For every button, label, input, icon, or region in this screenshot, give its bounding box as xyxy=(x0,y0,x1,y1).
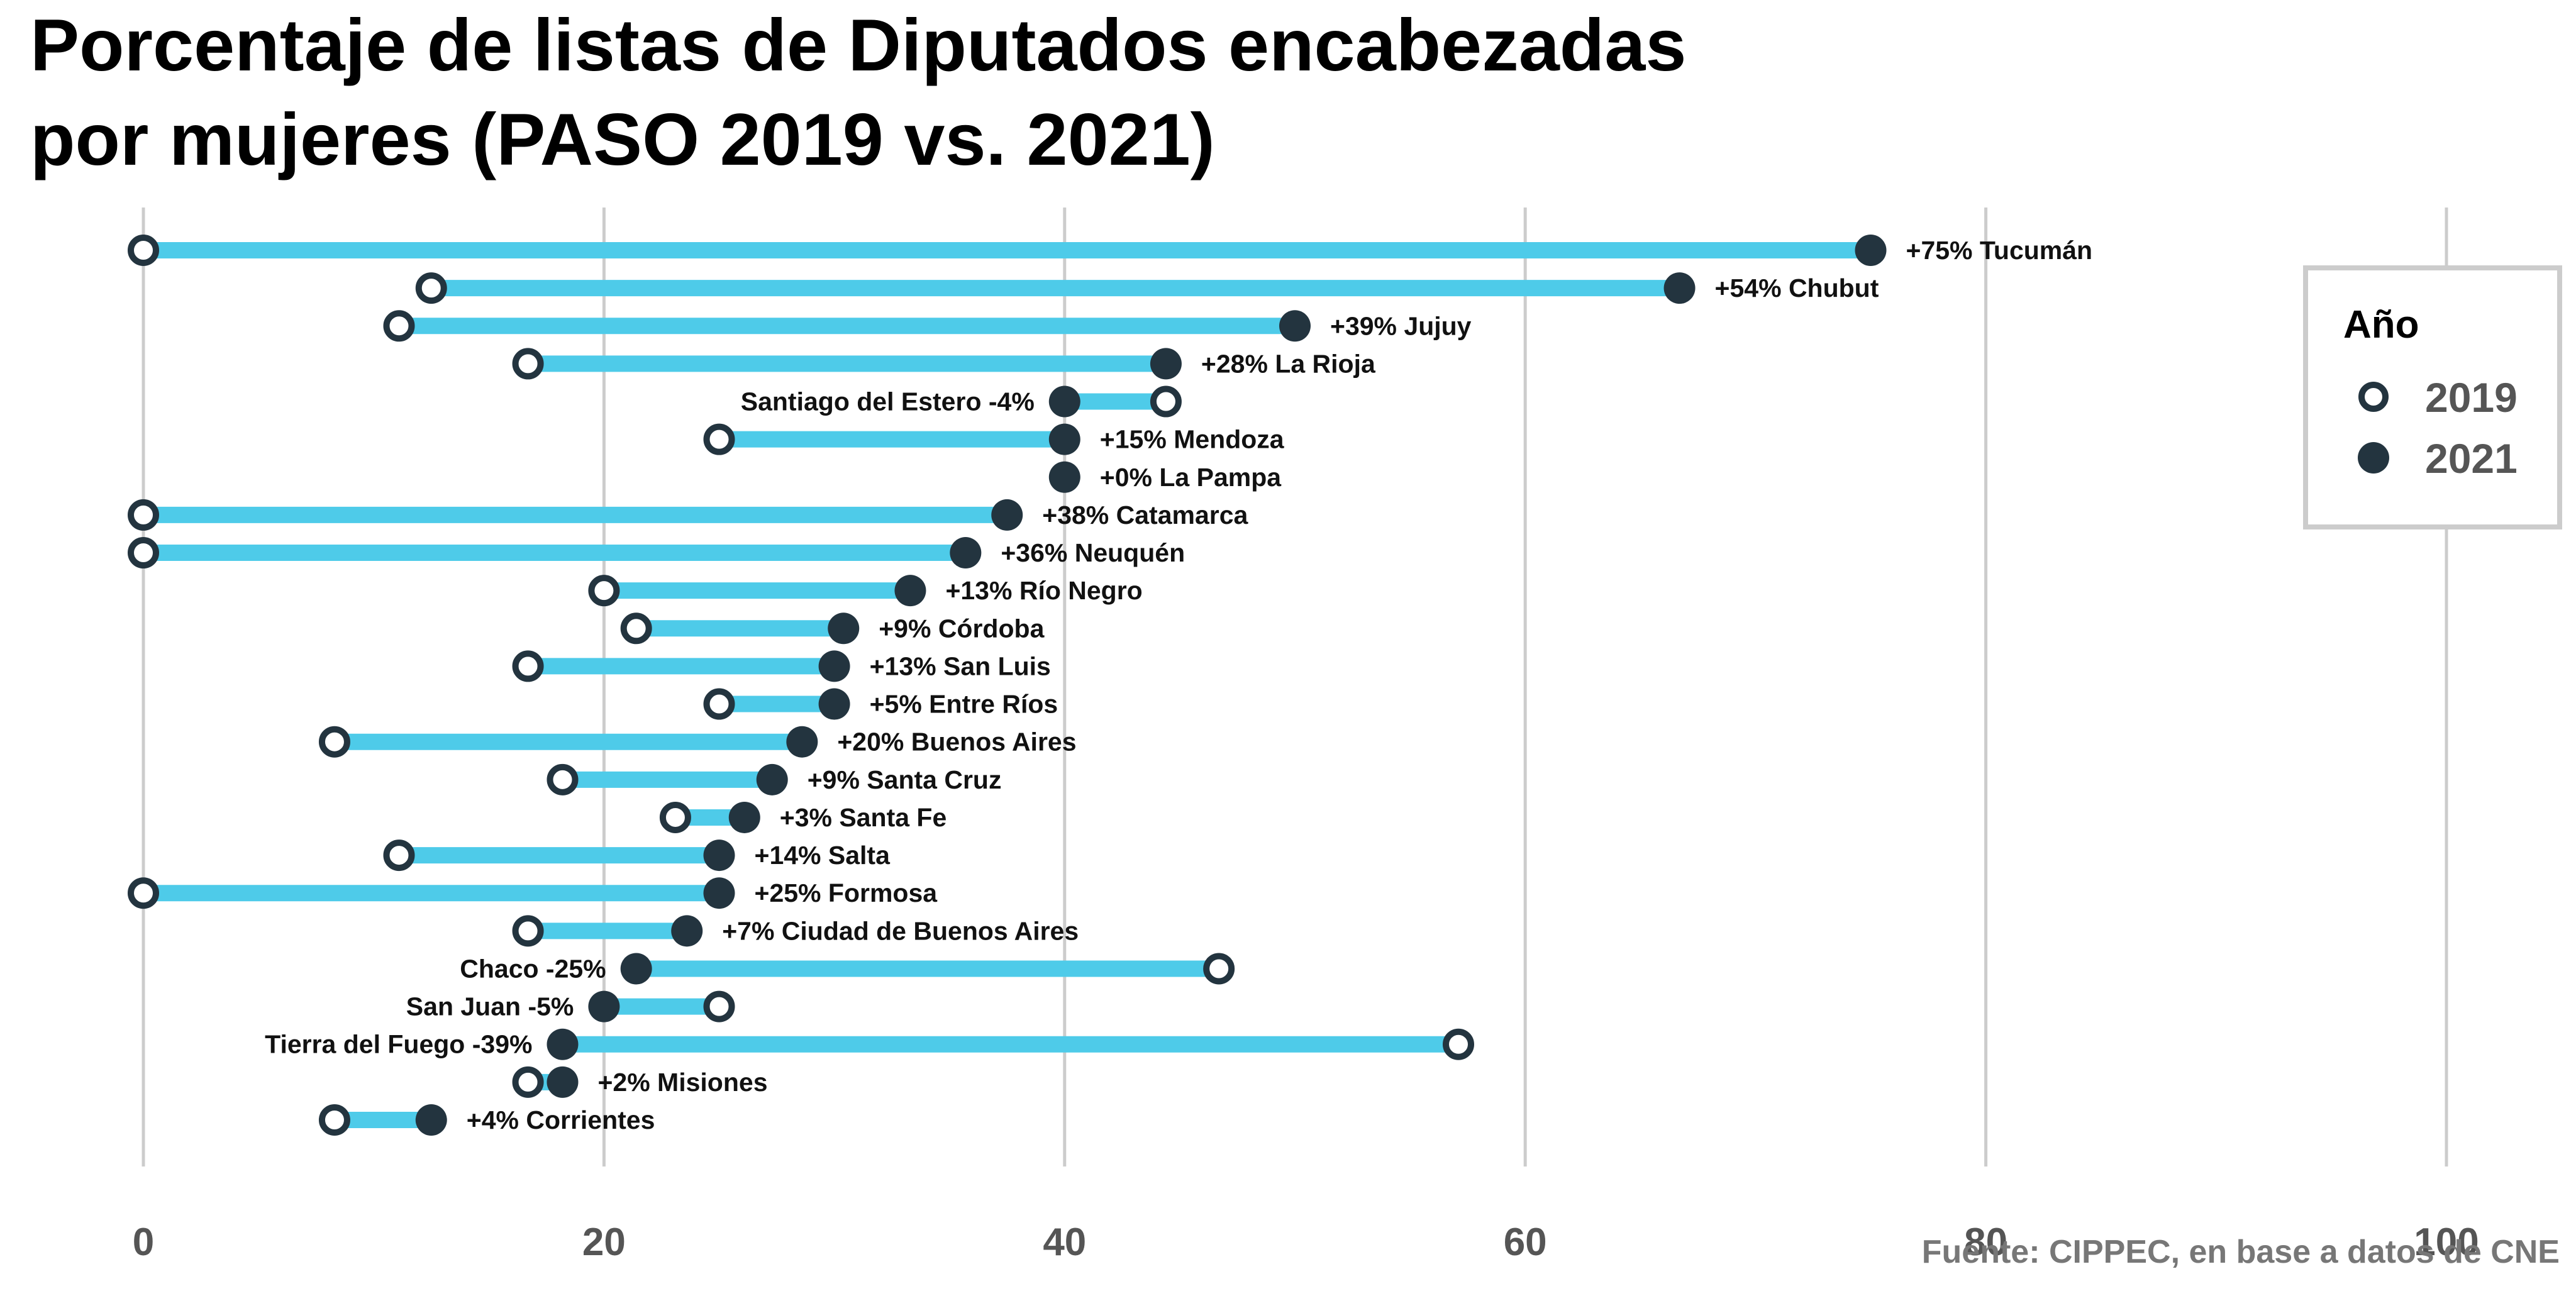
x-tick-label: 80 xyxy=(1964,1221,2007,1264)
point-2019 xyxy=(383,310,415,342)
chart-title-line-1: Porcentaje de listas de Diputados encabe… xyxy=(30,4,1686,86)
point-2021 xyxy=(703,877,735,909)
point-2021 xyxy=(1048,385,1080,418)
row-label: +13% Río Negro xyxy=(945,576,1142,605)
row-label: +13% San Luis xyxy=(870,651,1051,680)
point-2021 xyxy=(1855,235,1887,266)
x-tick-label: 40 xyxy=(1043,1221,1086,1264)
point-2021 xyxy=(547,1066,579,1098)
point-2021 xyxy=(547,1028,579,1060)
legend-label-2021: 2021 xyxy=(2425,435,2518,482)
row-labels: +75% Tucumán +54% Chubut +39% Jujuy +28% La… xyxy=(265,236,2092,1134)
row-label: +28% La Rioja xyxy=(1201,349,1376,378)
x-tick-label: 20 xyxy=(582,1221,626,1264)
point-2019 xyxy=(318,1104,350,1136)
legend-marker-2021 xyxy=(2358,442,2389,474)
point-2019 xyxy=(1150,385,1182,418)
point-2019 xyxy=(383,839,415,872)
point-2019 xyxy=(318,726,350,758)
row-label: +38% Catamarca xyxy=(1042,501,1248,529)
point-2021 xyxy=(828,612,860,645)
point-2019 xyxy=(1203,953,1235,985)
point-2019 xyxy=(512,1066,544,1098)
row-label: +5% Entre Ríos xyxy=(870,690,1058,719)
point-2019 xyxy=(620,612,652,645)
row-label: +75% Tucumán xyxy=(1906,236,2093,265)
point-2021 xyxy=(818,650,850,682)
chart-caption: Fuente: CIPPEC, en base a datos de CNE xyxy=(1922,1234,2560,1270)
point-2019 xyxy=(128,499,159,531)
row-label: +54% Chubut xyxy=(1715,274,1879,302)
legend: Año 2019 2021 xyxy=(2303,265,2562,529)
row-label: Tierra del Fuego -39% xyxy=(265,1030,532,1059)
row-label: +39% Jujuy xyxy=(1330,311,1472,340)
row-label: +9% Córdoba xyxy=(879,614,1045,643)
row-label: +3% Santa Fe xyxy=(780,803,947,832)
legend-marker-2019 xyxy=(2358,382,2389,412)
row-label: +2% Misiones xyxy=(597,1068,767,1097)
point-2021 xyxy=(818,688,850,720)
legend-box xyxy=(2303,265,2562,529)
points xyxy=(128,235,1887,1136)
legend-label-2019: 2019 xyxy=(2425,374,2518,421)
point-2019 xyxy=(703,990,735,1022)
point-2021 xyxy=(1048,461,1080,493)
point-2021 xyxy=(950,537,982,569)
point-2021 xyxy=(728,801,760,833)
point-2021 xyxy=(991,499,1023,531)
row-label: Santiago del Estero -4% xyxy=(741,387,1035,416)
point-2021 xyxy=(1279,310,1311,342)
point-2021 xyxy=(620,953,652,985)
x-tick-label: 0 xyxy=(133,1221,154,1264)
segments xyxy=(143,242,1871,1128)
point-2019 xyxy=(512,348,544,380)
point-2019 xyxy=(512,915,544,947)
row-label: +20% Buenos Aires xyxy=(837,728,1076,756)
row-label: +25% Formosa xyxy=(755,878,938,907)
point-2019 xyxy=(588,575,620,607)
point-2021 xyxy=(703,839,735,872)
point-2019 xyxy=(1443,1028,1475,1060)
point-2019 xyxy=(128,235,159,266)
row-label: +7% Ciudad de Buenos Aires xyxy=(722,916,1079,945)
row-label: +15% Mendoza xyxy=(1100,425,1285,454)
point-2019 xyxy=(128,877,159,909)
x-axis-ticks: 0 20 40 60 80 100 xyxy=(133,1221,2479,1264)
point-2021 xyxy=(756,763,788,795)
chart-title: Porcentaje de listas de Diputados encabe… xyxy=(30,4,1686,180)
point-2019 xyxy=(512,650,544,682)
point-2021 xyxy=(415,1104,447,1136)
row-label: +14% Salta xyxy=(755,841,891,870)
point-2019 xyxy=(415,272,447,304)
point-2019 xyxy=(128,537,159,569)
point-2021 xyxy=(671,915,703,947)
chart-title-line-2: por mujeres (PASO 2019 vs. 2021) xyxy=(30,98,1215,180)
point-2019 xyxy=(659,801,691,833)
legend-title: Año xyxy=(2343,303,2419,346)
point-2021 xyxy=(1150,348,1182,380)
x-tick-label: 100 xyxy=(2414,1221,2479,1264)
point-2021 xyxy=(588,990,620,1022)
row-label: San Juan -5% xyxy=(406,992,574,1021)
row-label: +36% Neuquén xyxy=(1001,538,1185,567)
point-2019 xyxy=(703,423,735,455)
point-2021 xyxy=(894,575,926,607)
point-2019 xyxy=(703,688,735,720)
row-label: +4% Corrientes xyxy=(467,1105,655,1134)
row-label: +0% La Pampa xyxy=(1100,463,1282,492)
row-label: +9% Santa Cruz xyxy=(808,765,1002,794)
point-2021 xyxy=(786,726,818,758)
point-2019 xyxy=(547,763,579,795)
point-2021 xyxy=(1663,272,1696,304)
row-label: Chaco -25% xyxy=(460,954,606,983)
x-tick-label: 60 xyxy=(1504,1221,1547,1264)
point-2021 xyxy=(1048,423,1080,455)
